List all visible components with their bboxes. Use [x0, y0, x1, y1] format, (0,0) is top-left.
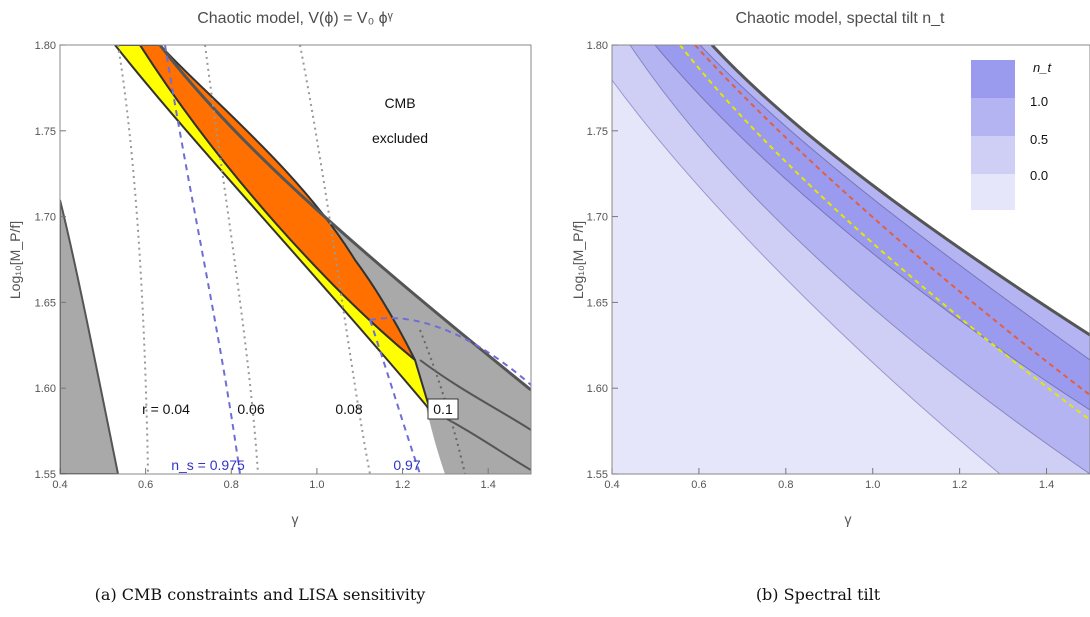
x-tick-label: 0.6	[138, 479, 153, 491]
y-tick-label: 1.75	[587, 126, 608, 138]
panel-a-plot-area: CMB excluded r = 0.04 0.06 0.08 0.1 n_s …	[60, 45, 531, 474]
cmb-label: CMB	[384, 95, 415, 111]
x-tick-label: 1.0	[865, 479, 880, 491]
r-label-006: 0.06	[237, 401, 264, 417]
y-tick-label: 1.55	[35, 469, 56, 481]
legend-value-2: 0.5	[1030, 132, 1048, 147]
ns-contour-0975	[164, 45, 241, 474]
y-tick-label: 1.80	[35, 40, 56, 52]
panel-b-plot-area	[612, 45, 1090, 474]
x-tick-label: 0.8	[778, 479, 793, 491]
ns-label-0975: n_s = 0.975	[171, 457, 245, 473]
panel-b: Chaotic model, spectal tilt n_t n_t 1.0 …	[570, 10, 1090, 604]
y-tick-label: 1.75	[35, 126, 56, 138]
x-tick-label: 0.4	[604, 479, 619, 491]
y-tick-label: 1.60	[587, 383, 608, 395]
ns-label-097: 0.97	[393, 457, 420, 473]
panel-b-frame	[611, 44, 1090, 475]
excluded-label: excluded	[372, 130, 428, 146]
x-tick-label: 1.0	[309, 479, 324, 491]
cmb-boundary-line	[158, 45, 531, 392]
legend-title: n_t	[1033, 60, 1052, 75]
r-contour-004	[117, 45, 149, 474]
panel-a-ylabel: Log₁₀[M_P/f]	[7, 221, 23, 299]
x-tick-label: 0.8	[224, 479, 239, 491]
excluded-region-lower-left	[60, 199, 120, 474]
tilt-legend: n_t 1.0 0.5 0.0	[971, 60, 1052, 210]
y-tick-label: 1.60	[35, 383, 56, 395]
r-label-004: r = 0.04	[142, 401, 190, 417]
gray-boundary-line-1	[419, 359, 531, 431]
ns-contour-097	[369, 319, 421, 474]
x-tick-label: 0.4	[52, 479, 67, 491]
legend-swatch-1	[971, 60, 1015, 98]
r-label-01: 0.1	[433, 401, 453, 417]
y-tick-label: 1.70	[587, 212, 608, 224]
x-tick-label: 1.4	[1039, 479, 1054, 491]
panel-a: Chaotic model, V(ϕ) = V₀ ϕᵞ	[7, 10, 532, 604]
panel-a-ticks: 0.4 0.6 0.8 1.0 1.2 1.4 1.55 1.60 1.65 1.70 1.75 1.…	[35, 40, 496, 491]
ns-contour-097-upper	[369, 317, 531, 386]
panel-b-title: Chaotic model, spectal tilt n_t	[736, 10, 946, 27]
panel-b-ticks: 0.4 0.6 0.8 1.0 1.2 1.4 1.55 1.60 1.65 1.70 1.75 1.…	[587, 40, 1055, 491]
panel-a-caption: (a) CMB constraints and LISA sensitivity	[95, 585, 426, 604]
r-label-01-box	[427, 398, 459, 420]
legend-value-1: 1.0	[1030, 94, 1048, 109]
x-tick-label: 0.6	[691, 479, 706, 491]
legend-value-3: 0.0	[1030, 168, 1048, 183]
y-tick-label: 1.70	[35, 212, 56, 224]
panel-b-xlabel: γ	[845, 511, 852, 527]
x-tick-label: 1.2	[395, 479, 410, 491]
r-contour-006	[204, 45, 259, 474]
x-tick-label: 1.4	[481, 479, 496, 491]
panel-a-title: Chaotic model, V(ϕ) = V₀ ϕᵞ	[197, 10, 393, 27]
y-tick-label: 1.80	[587, 40, 608, 52]
y-tick-label: 1.55	[587, 469, 608, 481]
panel-a-xlabel: γ	[292, 511, 299, 527]
x-tick-label: 1.2	[952, 479, 967, 491]
y-tick-label: 1.65	[587, 297, 608, 309]
yellow-dashed-line	[679, 45, 1090, 421]
tilt-upper-boundary	[710, 45, 1090, 337]
y-tick-label: 1.65	[35, 297, 56, 309]
panel-b-ylabel: Log₁₀[M_P/f]	[570, 221, 586, 299]
panel-a-frame	[59, 44, 532, 475]
legend-swatch-3	[971, 136, 1015, 174]
red-dashed-line	[694, 45, 1090, 396]
orange-band	[138, 45, 416, 361]
r-label-008: 0.08	[335, 401, 362, 417]
legend-swatch-4	[971, 174, 1015, 210]
legend-swatch-2	[971, 98, 1015, 136]
panel-b-caption: (b) Spectral tilt	[756, 585, 881, 604]
